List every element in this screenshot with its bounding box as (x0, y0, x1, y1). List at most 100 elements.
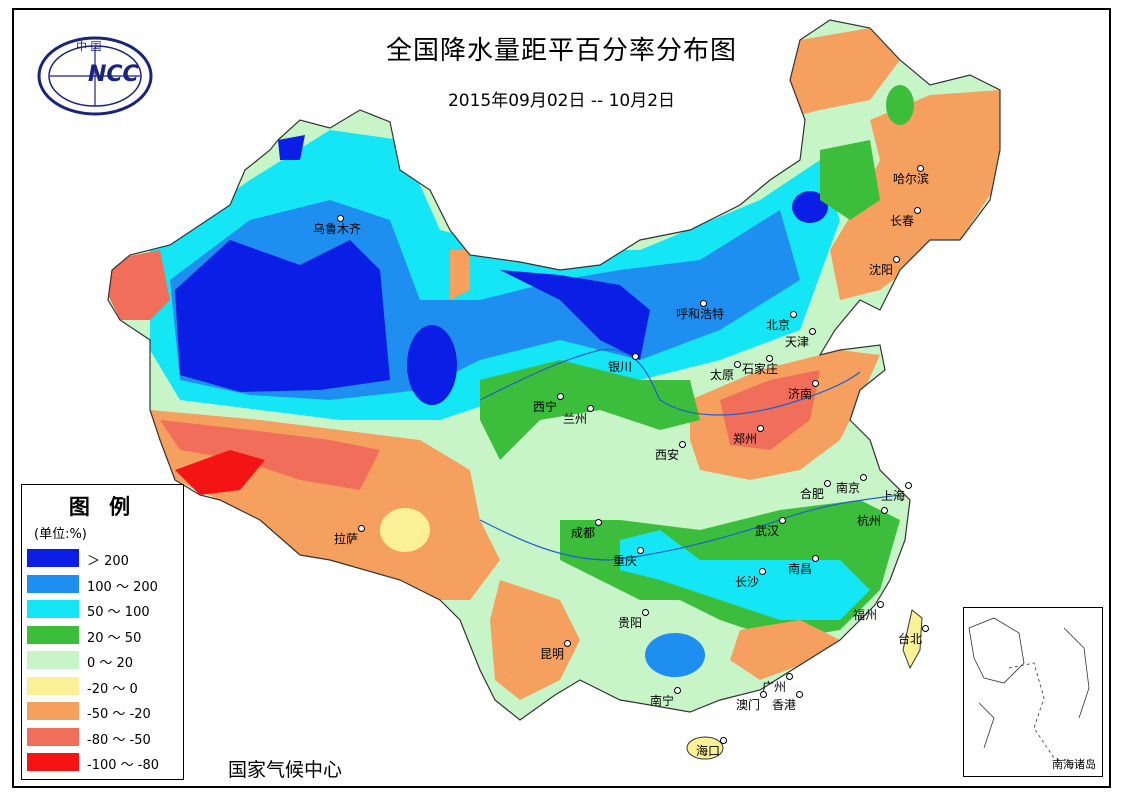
city-marker (905, 482, 912, 489)
map-title: 全国降水量距平百分率分布图 (385, 36, 737, 66)
city-marker (720, 737, 727, 744)
city-label: 台北 (898, 632, 923, 646)
legend: 图 例 (单位:%) ＞ 200 100 ～ 200 50 ～ 100 20 ～ 50… (21, 484, 184, 780)
city-marker (914, 207, 921, 214)
legend-label: 50 ～ 100 (87, 605, 150, 620)
source-label: 国家气候中心 (228, 759, 343, 781)
legend-swatch (27, 727, 79, 746)
city-label: 武汉 (755, 524, 780, 538)
country-border (107, 19, 1001, 721)
city-marker (809, 328, 816, 335)
city-marker (637, 547, 644, 554)
taiwan-island (902, 609, 923, 670)
legend-label: ＞ 200 (87, 554, 129, 569)
city-label: 哈尔滨 (893, 172, 930, 186)
city-marker (358, 525, 365, 532)
city-marker (564, 640, 571, 647)
city-label: 澳门 (736, 698, 761, 712)
city-label: 银川 (608, 360, 633, 374)
city-marker (679, 441, 686, 448)
city-label: 南昌 (788, 562, 813, 576)
city-label: 重庆 (613, 554, 638, 568)
inset-map (968, 617, 1090, 764)
city-label: 成都 (571, 526, 596, 540)
city-marker (587, 405, 594, 412)
legend-label: -50 ～ -20 (87, 707, 151, 722)
city-marker (779, 517, 786, 524)
city-label: 长沙 (735, 575, 760, 589)
legend-label: -80 ～ -50 (87, 732, 151, 748)
legend-item: 20 ～ 50 (27, 625, 177, 646)
city-marker (557, 393, 564, 400)
map-frame (12, 8, 1111, 788)
city-label: 西安 (655, 448, 680, 462)
city-marker (642, 609, 649, 616)
city-marker (917, 165, 924, 172)
city-label: 贵阳 (618, 616, 643, 630)
legend-swatch (27, 600, 79, 618)
city-label: 济南 (788, 387, 813, 401)
city-label: 拉萨 (334, 532, 359, 546)
city-label: 上海 (881, 489, 906, 503)
city-marker (734, 361, 741, 368)
city-label: 南京 (836, 481, 861, 495)
legend-swatch (27, 651, 79, 669)
city-marker (881, 507, 888, 514)
legend-swatch (27, 702, 79, 720)
city-label: 昆明 (540, 647, 565, 661)
legend-item: 0 ～ 20 (27, 650, 177, 671)
city-marker (700, 300, 707, 307)
city-marker (632, 353, 639, 360)
city-label: 福州 (853, 608, 878, 622)
city-label: 长春 (890, 214, 915, 228)
city-label: 石家庄 (742, 362, 779, 376)
city-marker (760, 691, 767, 698)
city-label: 西宁 (533, 400, 558, 414)
legend-title: 图 例 (68, 495, 137, 519)
legend-label: 100 ～ 200 (87, 579, 158, 595)
hainan-island (686, 736, 724, 760)
city-marker (860, 474, 867, 481)
city-label: 沈阳 (869, 263, 894, 277)
city-label: 广州 (762, 680, 787, 694)
city-marker (922, 625, 929, 632)
city-label: 南宁 (650, 694, 675, 708)
city-marker (766, 355, 773, 362)
legend-label: 0 ～ 20 (87, 656, 134, 671)
city-marker (759, 568, 766, 575)
city-marker (893, 256, 900, 263)
city-marker (812, 380, 819, 387)
legend-item: -80 ～ -50 (27, 727, 177, 748)
legend-label: 20 ～ 50 (87, 630, 142, 646)
ncc-logo (37, 36, 153, 116)
city-marker (790, 311, 797, 318)
city-marker (824, 480, 831, 487)
inset-label: 南海诸岛 (1052, 758, 1096, 771)
city-marker (757, 425, 764, 432)
legend-item: -100 ～ -80 (27, 752, 177, 773)
city-marker (812, 555, 819, 562)
city-label: 合肥 (800, 487, 825, 501)
legend-item: ＞ 200 (27, 548, 177, 569)
legend-swatch (27, 549, 79, 567)
legend-swatch (27, 676, 79, 695)
legend-label: -100 ～ -80 (87, 758, 160, 773)
legend-swatch (27, 574, 79, 593)
legend-item: -50 ～ -20 (27, 701, 177, 722)
city-label: 乌鲁木齐 (313, 222, 362, 236)
city-label: 郑州 (733, 432, 758, 446)
city-marker (877, 601, 884, 608)
legend-swatch (27, 625, 79, 644)
date-range: 2015年09月02日 -- 10月2日 (447, 91, 676, 111)
city-label: 兰州 (563, 412, 588, 426)
city-label: 北京 (766, 318, 791, 332)
ncc-logo-text: NCC (88, 62, 139, 87)
city-label: 海口 (696, 744, 721, 758)
legend-item: 50 ～ 100 (27, 599, 177, 620)
city-label: 天津 (785, 335, 810, 349)
city-label: 呼和浩特 (676, 307, 725, 321)
city-marker (674, 687, 681, 694)
yangtze-river (479, 494, 901, 561)
legend-unit: (单位:%) (34, 527, 87, 542)
